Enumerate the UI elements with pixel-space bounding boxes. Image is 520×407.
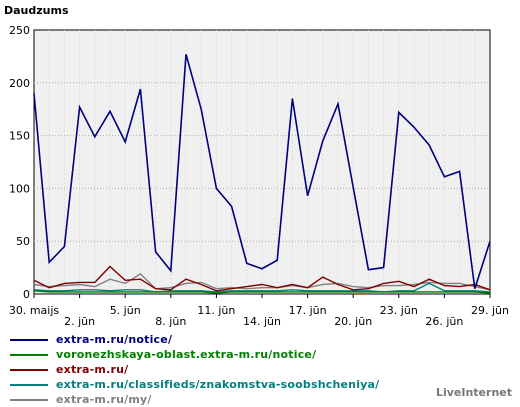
x-tick-label: 11. jūn <box>197 304 235 317</box>
x-tick-label: 2. jūn <box>64 315 95 328</box>
legend-item-3: extra-m.ru/classifieds/znakomstva-soobsh… <box>10 377 379 392</box>
legend-swatch <box>10 383 48 386</box>
legend-label: extra-m.ru/my/ <box>56 393 152 406</box>
legend-swatch <box>10 368 48 371</box>
x-tick-label: 8. jūn <box>155 315 186 328</box>
legend-item-1: voronezhskaya-oblast.extra-m.ru/notice/ <box>10 347 379 362</box>
legend-item-4: extra-m.ru/my/ <box>10 392 379 407</box>
series-line-2 <box>33 265 491 292</box>
legend-swatch <box>10 353 48 356</box>
y-tick-label: 150 <box>9 130 30 143</box>
x-tick-label: 29. jūn <box>471 304 509 317</box>
y-axis-title: Daudzums <box>4 4 69 17</box>
grid <box>34 30 490 294</box>
y-tick-label: 0 <box>23 288 30 301</box>
series-line-0 <box>33 54 491 289</box>
series-lines <box>33 54 491 294</box>
y-axis-ticks: 0 50 100 150 200 250 <box>9 24 30 301</box>
x-tick-label: 14. jūn <box>243 315 281 328</box>
series-line-3 <box>33 282 491 293</box>
legend-item-2: extra-m.ru/ <box>10 362 379 377</box>
legend-label: extra-m.ru/classifieds/znakomstva-soobsh… <box>56 378 380 391</box>
x-tick-label: 5. jūn <box>110 304 141 317</box>
x-tick-label: 23. jūn <box>380 304 418 317</box>
y-tick-label: 200 <box>9 77 30 90</box>
x-tick-label: 17. jūn <box>289 304 327 317</box>
x-tick-label: 30. maijs <box>9 304 60 317</box>
y-tick-label: 100 <box>9 182 30 195</box>
series-line-4 <box>33 273 491 291</box>
legend-label: extra-m.ru/notice/ <box>56 333 173 346</box>
y-tick-label: 50 <box>16 235 30 248</box>
brand-label: LiveInternet <box>435 386 512 399</box>
chart: Daudzums 0 50 100 150 200 250 30. maijs 2. jūn… <box>4 4 509 328</box>
legend: extra-m.ru/notice/voronezhskaya-oblast.e… <box>10 332 379 407</box>
legend-swatch <box>10 398 48 401</box>
series-line-1 <box>33 290 491 294</box>
legend-swatch <box>10 338 48 341</box>
legend-item-0: extra-m.ru/notice/ <box>10 332 379 347</box>
x-tick-label: 26. jūn <box>425 315 463 328</box>
x-tick-label: 20. jūn <box>334 315 372 328</box>
x-axis-ticks: 30. maijs 2. jūn 5. jūn 8. jūn 11. jūn 14. jū… <box>9 294 509 328</box>
y-tick-label: 250 <box>9 24 30 37</box>
legend-label: extra-m.ru/ <box>56 363 129 376</box>
legend-label: voronezhskaya-oblast.extra-m.ru/notice/ <box>56 348 317 361</box>
